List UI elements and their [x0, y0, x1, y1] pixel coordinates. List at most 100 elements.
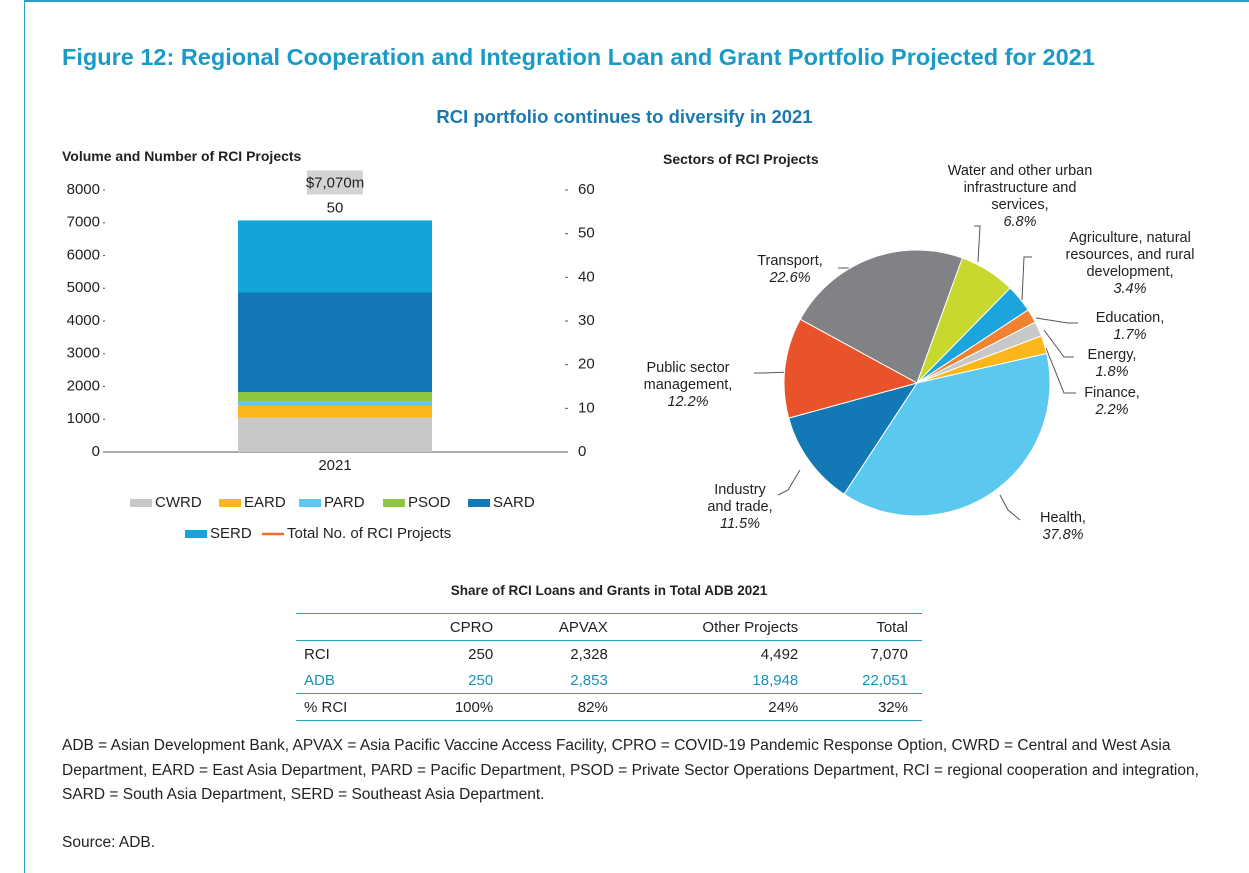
table-cell: 22,051: [862, 671, 908, 689]
table-cell: 2,328: [570, 645, 608, 663]
legend-label: Total No. of RCI Projects: [287, 525, 451, 542]
y2-tick-label: 50: [578, 225, 595, 242]
table-header-cell: APVAX: [558, 618, 608, 636]
source: Source: ADB.: [62, 834, 156, 851]
y2-tick-label: 0: [578, 443, 586, 460]
pie-label-value: 37.8%: [1042, 527, 1084, 543]
figure-title: Figure 12: Regional Cooperation and Inte…: [62, 44, 1095, 70]
table-header: CPRO APVAX Other Projects Total: [296, 614, 922, 641]
bar-segment: [238, 392, 432, 402]
table-cell: 250: [468, 645, 494, 663]
pie-label-category: Public sector management,: [643, 360, 733, 393]
pie-label-category: Transport,: [757, 253, 823, 269]
legend-swatch: [130, 499, 152, 507]
bar-segment: [238, 292, 432, 393]
y-tick-label: 3000: [67, 345, 100, 362]
frame: [24, 0, 1249, 873]
leader-line: [1043, 329, 1074, 358]
bar-segment: [238, 220, 432, 293]
y-tick-label: 5000: [67, 279, 100, 296]
annotation-box: [307, 170, 363, 195]
y2-tick-label: 30: [578, 312, 595, 329]
pie-label: Water and other urban infrastructure and…: [945, 163, 1095, 231]
leader-line: [1045, 347, 1076, 394]
pie-label-value: 11.5%: [719, 516, 761, 532]
pie-label-value: 2.2%: [1095, 402, 1129, 418]
y2-tick-label: 20: [578, 356, 595, 373]
legend-swatch: [185, 530, 207, 538]
legend-label: EARD: [244, 494, 286, 511]
table-cell: 24%: [768, 698, 799, 716]
y-tick-label: 2000: [67, 377, 100, 394]
pie-label-value: 3.4%: [1113, 281, 1147, 297]
bar-segment: [238, 401, 432, 406]
y-tick-label: 4000: [67, 312, 100, 329]
y-tick-label: 6000: [67, 246, 100, 263]
bar-segment: [238, 417, 432, 452]
leader-line: [974, 225, 981, 263]
pie-label-value: 12.2%: [667, 394, 709, 410]
table-cell: 18,948: [752, 671, 799, 689]
figure-subtitle: RCI portfolio continues to diversify in …: [436, 106, 813, 127]
legend-label: SARD: [493, 494, 535, 511]
table-row: ADB 250 2,853 18,948 22,051: [296, 667, 922, 694]
leader-line: [1035, 317, 1078, 324]
pie-label-category: Health,: [1040, 510, 1086, 526]
y-tick-label: 8000: [67, 181, 100, 198]
pie-label-category: Finance,: [1084, 385, 1140, 401]
charts: 0 1000 2000 3000 4000 5000 6000 7000 8000 0 10 20 30…: [67, 170, 1078, 542]
pie-slice: [843, 352, 1051, 517]
pie-label: Health, 37.8%: [1013, 510, 1113, 544]
legend-label: SERD: [210, 525, 252, 542]
table-cell: 4,492: [760, 645, 799, 663]
legend-swatch: [219, 499, 241, 507]
pie-label: Public sector management, 12.2%: [618, 360, 758, 411]
table-header-cell: CPRO: [449, 618, 494, 636]
legend-label: PARD: [324, 494, 365, 511]
pie-label-category: Agriculture, natural resources, and rura…: [1065, 230, 1195, 280]
legend-swatch: [299, 499, 321, 507]
legend-label: CWRD: [155, 494, 202, 511]
legend-swatch: [383, 499, 405, 507]
leader-line: [999, 494, 1021, 521]
pie-label-category: Energy,: [1087, 347, 1137, 363]
pie-label: Energy, 1.8%: [1062, 347, 1162, 381]
table-row: % RCI 100% 82% 24% 32%: [296, 694, 922, 721]
pie-label: Agriculture, natural resources, and rura…: [1040, 230, 1220, 298]
bar-chart-title: Volume and Number of RCI Projects: [62, 148, 302, 164]
table: CPRO APVAX Other Projects Total RCI 250 …: [296, 613, 922, 721]
pie-label-value: 22.6%: [769, 270, 811, 286]
table-cell: 2,853: [570, 671, 608, 689]
y-tick-label: 1000: [67, 410, 100, 427]
pie-label: Education, 1.7%: [1075, 310, 1185, 344]
table-row: RCI 250 2,328 4,492 7,070: [296, 641, 922, 668]
leader-lines: [754, 225, 1078, 521]
table-cell: 250: [468, 671, 494, 689]
row-label: % RCI: [304, 698, 348, 716]
y-tick-label: 0: [92, 443, 100, 460]
table-header-cell: Other Projects: [702, 618, 799, 636]
row-label: RCI: [304, 645, 330, 663]
pie-label-category: Water and other urban infrastructure and…: [947, 163, 1093, 213]
pie-label-value: 6.8%: [1003, 214, 1037, 230]
table-cell: 7,070: [870, 645, 908, 663]
pie-slice: [788, 382, 919, 495]
legend-swatch: [468, 499, 490, 507]
pie-label: Finance, 2.2%: [1062, 385, 1162, 419]
data-label: 50: [327, 199, 344, 216]
pie-slice: [783, 318, 919, 419]
bar-segment: [238, 405, 432, 418]
notes: ADB = Asian Development Bank, APVAX = As…: [62, 737, 1199, 803]
y2-tick-label: 40: [578, 268, 595, 285]
pie-chart-title: Sectors of RCI Projects: [663, 151, 819, 167]
pie-label-value: 1.7%: [1113, 327, 1147, 343]
pie-label: Transport, 22.6%: [735, 253, 845, 287]
leader-line: [777, 469, 801, 496]
pie-slice: [799, 249, 964, 384]
table-cell: 100%: [454, 698, 494, 716]
pie-label: Industry and trade, 11.5%: [705, 482, 775, 533]
leader-line: [1021, 256, 1032, 301]
table-cell: 82%: [577, 698, 608, 716]
table-corner: [296, 614, 402, 641]
table-header-cell: Total: [876, 618, 908, 636]
